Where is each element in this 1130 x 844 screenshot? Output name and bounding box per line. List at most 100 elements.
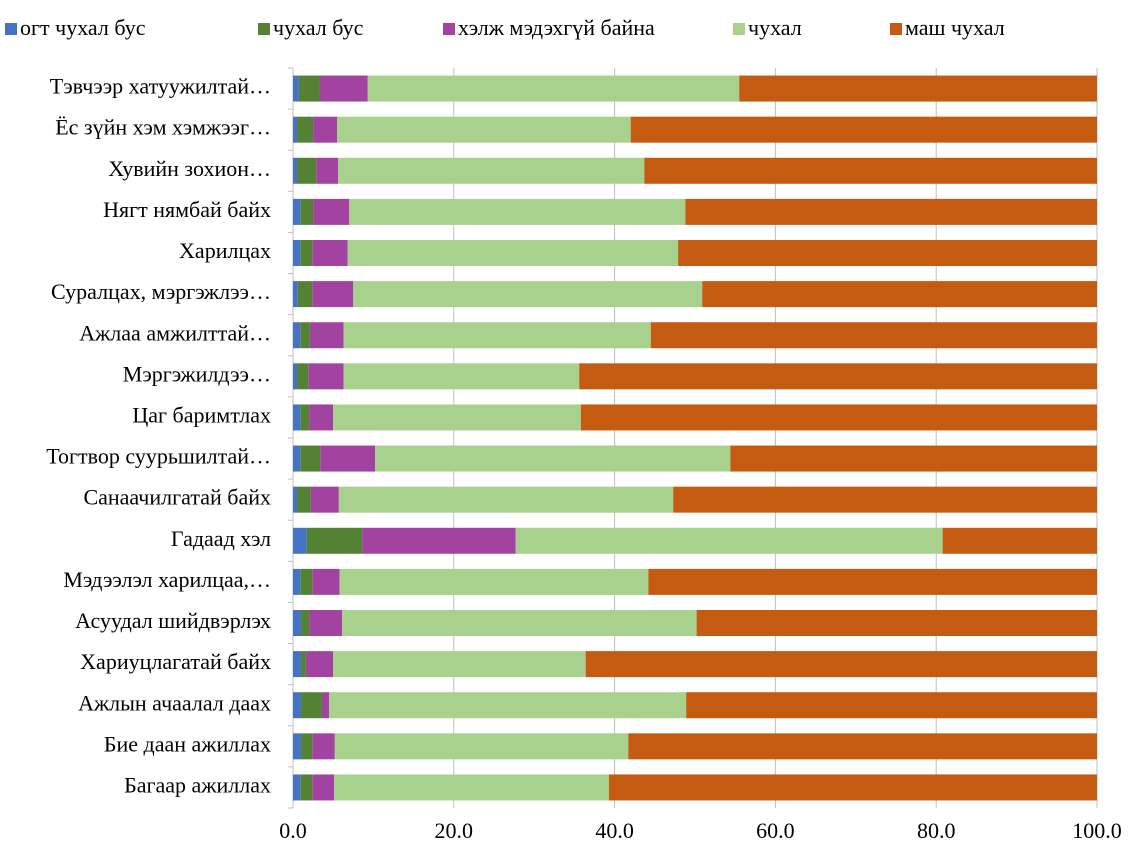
bar-segment	[319, 75, 368, 102]
legend-swatch	[443, 23, 455, 35]
bar-segment	[628, 733, 1097, 760]
bar-segment	[293, 75, 299, 102]
x-tick-label: 40.0	[595, 818, 634, 843]
bar-segment	[321, 692, 330, 719]
bar-segment	[730, 445, 1097, 472]
bar-segment	[644, 157, 1097, 184]
bar-segment	[349, 198, 686, 225]
y-tick-label: Суралцах, мэргэжлээ…	[51, 279, 271, 304]
bar-segment	[306, 527, 363, 554]
bar-segment	[343, 363, 580, 390]
y-tick-label: Асуудал шийдвэрлэх	[75, 608, 271, 633]
bar-segment	[301, 610, 310, 636]
bar-segment	[293, 281, 298, 308]
bar-segment	[293, 322, 301, 349]
bar-segment	[310, 486, 339, 513]
y-tick-label: Ажлын ачаалал даах	[78, 690, 271, 715]
y-tick-label: Харилцах	[179, 238, 271, 263]
bar-segment	[297, 363, 309, 390]
bar-segment	[309, 322, 344, 349]
bar-segment	[293, 733, 302, 760]
bar-segment	[650, 322, 1097, 349]
bar-segment	[333, 404, 581, 431]
bar-segment	[696, 610, 1097, 636]
bar-segment	[585, 651, 1097, 678]
bar-segment	[293, 610, 302, 636]
bar-segment	[293, 774, 301, 801]
bar-segment	[301, 651, 306, 678]
x-tick-label: 20.0	[435, 818, 474, 843]
y-tick-label: Мэргэжилдээ…	[123, 361, 271, 386]
bar-segment	[686, 692, 1097, 719]
bar-segment	[313, 198, 350, 225]
bar-segment	[297, 157, 317, 184]
legend-label: маш чухал	[905, 15, 1005, 40]
bar-segment	[293, 363, 298, 390]
y-tick-label: Гадаад хэл	[171, 526, 271, 551]
bar-segment	[739, 75, 1097, 102]
bar-segment	[342, 610, 697, 636]
bar-segment	[293, 527, 307, 554]
bar-segment	[630, 116, 1097, 143]
legend-swatch	[733, 23, 745, 35]
bar-segment	[353, 281, 703, 308]
y-tick-label: Хариуцлагатай байх	[80, 649, 271, 674]
y-tick-label: Тэвчээр хатуужилтай…	[50, 74, 271, 99]
y-tick-label: Нягт нямбай байх	[103, 197, 271, 222]
y-tick-label: Багаар ажиллах	[124, 772, 271, 797]
bar-segment	[375, 445, 731, 472]
bar-segment	[293, 198, 301, 225]
legend-swatch	[5, 23, 17, 35]
y-tick-label: Санаачилгатай байх	[83, 485, 271, 510]
bar-segment	[293, 116, 298, 143]
bar-segment	[312, 281, 354, 308]
bar-segment	[347, 240, 679, 266]
bar-segment	[293, 404, 301, 431]
x-tick-label: 0.0	[279, 818, 307, 843]
bar-segment	[293, 692, 302, 719]
bar-segment	[300, 568, 313, 595]
legend-label: хэлж мэдэхгүй байна	[458, 15, 655, 40]
bar-segment	[312, 774, 335, 801]
bar-segment	[305, 651, 334, 678]
bar-segment	[320, 445, 376, 472]
bar-segment	[337, 116, 631, 143]
bar-segment	[343, 322, 651, 349]
legend-label: огт чухал бус	[20, 15, 146, 40]
y-tick-label: Ёс зүйн хэм хэмжээг…	[55, 115, 271, 140]
bar-segment	[673, 486, 1097, 513]
x-tick-label: 80.0	[917, 818, 956, 843]
bar-segment	[309, 404, 334, 431]
bar-segment	[334, 733, 629, 760]
bar-segment	[338, 157, 645, 184]
x-tick-label: 100.0	[1072, 818, 1122, 843]
bar-segment	[678, 240, 1097, 266]
x-tick-label: 60.0	[756, 818, 795, 843]
y-tick-label: Бие даан ажиллах	[104, 731, 271, 756]
bar-segment	[293, 445, 301, 472]
bar-segment	[338, 486, 674, 513]
y-tick-label: Хувийн зохион…	[108, 156, 271, 181]
bar-segment	[293, 240, 301, 266]
bar-segment	[300, 322, 310, 349]
bar-segment	[308, 363, 344, 390]
bar-segment	[312, 733, 335, 760]
bar-segment	[300, 240, 313, 266]
legend-label: чухал бус	[273, 15, 364, 40]
bar-segment	[297, 116, 314, 143]
bar-segment	[300, 198, 314, 225]
bar-segment	[300, 774, 313, 801]
bar-segment	[702, 281, 1097, 308]
bar-segment	[312, 568, 340, 595]
bar-segment	[297, 486, 311, 513]
bar-segment	[293, 651, 302, 678]
bar-segment	[300, 404, 310, 431]
bar-segment	[301, 733, 313, 760]
y-tick-label: Ажлаа амжилттай…	[79, 320, 271, 345]
bar-segment	[312, 240, 348, 266]
bar-segment	[293, 568, 301, 595]
bar-segment	[367, 75, 740, 102]
legend-label: чухал	[748, 15, 802, 40]
bar-segment	[300, 445, 321, 472]
